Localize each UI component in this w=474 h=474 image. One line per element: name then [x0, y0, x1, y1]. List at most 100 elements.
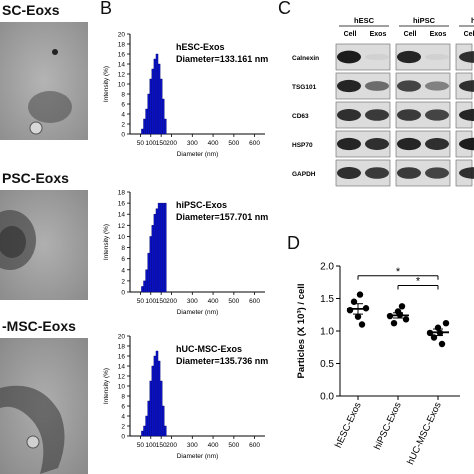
blot-band: [397, 80, 421, 92]
y-tick-label: 6: [121, 404, 125, 411]
histogram-bar: [147, 252, 150, 293]
y-tick-label: 20: [118, 32, 126, 39]
histogram-hesc: 0 2 4 6 8 10 12 14 16 18 20 50 100 150 200 300 400 500 600…: [103, 32, 268, 159]
histogram-bar: [159, 78, 163, 135]
histogram-bar: [155, 350, 159, 437]
blot-band: [425, 81, 449, 91]
x-tick-label: hESC-Exos: [333, 400, 364, 449]
blot-band: [337, 137, 361, 151]
y-tick-label: 12: [118, 374, 126, 381]
blot-band: [337, 50, 361, 64]
data-point: [346, 307, 354, 314]
x-tick-label: 500: [228, 140, 239, 147]
chart-title: hESC-Exos: [176, 42, 225, 52]
blot-band: [337, 79, 361, 93]
y-tick-label: 14: [118, 364, 126, 371]
y-tick-label: 2.0: [320, 262, 334, 273]
blot-band: [397, 137, 421, 151]
histogram-bar: [151, 225, 155, 293]
histogram-bar: [149, 236, 153, 293]
data-point: [354, 313, 362, 320]
y-tick-label: 10: [118, 82, 126, 89]
histogram-bar: [161, 405, 165, 437]
y-tick-label: 2: [121, 122, 125, 129]
x-tick-label: 100: [145, 442, 156, 449]
blot-band: [425, 167, 449, 179]
data-point: [402, 316, 410, 323]
y-tick-label: 16: [118, 354, 126, 361]
y-tick-label: 6: [121, 256, 125, 263]
x-tick-label: 600: [249, 442, 260, 449]
y-tick-label: 1.0: [320, 327, 334, 338]
histogram-bar: [145, 415, 148, 437]
blot-band: [365, 81, 389, 91]
x-tick-label: 300: [187, 298, 198, 305]
y-tick-label: 0: [121, 290, 125, 297]
histogram-bar: [159, 380, 163, 437]
histogram-bar: [143, 280, 146, 293]
y-tick-label: 6: [121, 102, 125, 109]
x-tick-label: 150: [156, 442, 167, 449]
x-tick-label: 600: [249, 140, 260, 147]
histogram-bar: [153, 58, 157, 135]
blot-band: [459, 167, 474, 179]
blot-lane-label: Cell: [464, 31, 474, 38]
x-tick-label: 600: [249, 298, 260, 305]
x-tick-label: 400: [208, 140, 219, 147]
x-axis-label: Diameter (nm): [177, 453, 219, 460]
blot-group-label: hESC: [354, 16, 375, 25]
x-tick-label: 200: [166, 442, 177, 449]
histogram-bar: [164, 425, 167, 437]
histogram-bar: [147, 93, 150, 135]
chart-title: hUC-MSC-Exos: [176, 344, 242, 354]
y-tick-label: 1.5: [320, 294, 334, 305]
blot-row-label: CD63: [292, 113, 309, 120]
x-tick-label: 300: [187, 442, 198, 449]
y-tick-label: 4: [121, 112, 125, 119]
panel-letter-b: B: [100, 0, 113, 18]
blot-band: [337, 109, 361, 121]
blot-lane-label: Exos: [430, 31, 447, 38]
blot-group-label: hUC-: [471, 16, 474, 25]
blot-row-label: TSG101: [292, 84, 317, 91]
y-tick-label: 14: [118, 62, 126, 69]
em-label-hucmsc: -MSC-Eoxs: [2, 318, 76, 334]
data-point: [390, 320, 398, 327]
histogram-bar: [145, 108, 148, 135]
x-tick-label: 500: [228, 298, 239, 305]
em-image-hipsc: [0, 190, 88, 300]
blot-band: [365, 167, 389, 179]
blot-band: [397, 50, 421, 64]
histogram-bar: [141, 430, 144, 437]
x-tick-label: 400: [208, 442, 219, 449]
blot-band: [459, 137, 474, 151]
x-axis-label: Diameter (nm): [177, 151, 219, 158]
histogram-bar: [149, 78, 153, 135]
em-label-hesc: SC-Eoxs: [2, 2, 60, 18]
y-tick-label: 10: [118, 384, 126, 391]
blot-row-label: Calnexin: [292, 55, 319, 62]
chart-subtitle: Diameter=133.161 nm: [176, 54, 268, 64]
blot-lane-label: Cell: [404, 31, 417, 38]
histogram-bar: [153, 355, 157, 437]
chart-subtitle: Diameter=135.736 nm: [176, 356, 268, 366]
data-point: [438, 340, 446, 348]
histogram-bar: [143, 118, 146, 135]
blot-band: [397, 109, 421, 121]
x-tick-label: 50: [137, 298, 145, 305]
em-image-hucmsc: [0, 338, 88, 474]
histogram-bar: [151, 68, 155, 135]
blot-band: [459, 108, 474, 122]
x-tick-label: 200: [166, 298, 177, 305]
chart-title: hiPSC-Exos: [176, 200, 227, 210]
histogram-bar: [141, 128, 144, 135]
histogram-bar: [157, 202, 161, 293]
y-tick-label: 16: [118, 201, 126, 208]
blot-band: [365, 53, 389, 61]
blot-band: [337, 167, 361, 179]
significance-label: *: [396, 266, 401, 278]
y-tick-label: 20: [118, 334, 126, 341]
histogram-bar: [164, 118, 167, 135]
y-tick-label: 0: [121, 132, 125, 139]
y-tick-label: 12: [118, 72, 126, 79]
